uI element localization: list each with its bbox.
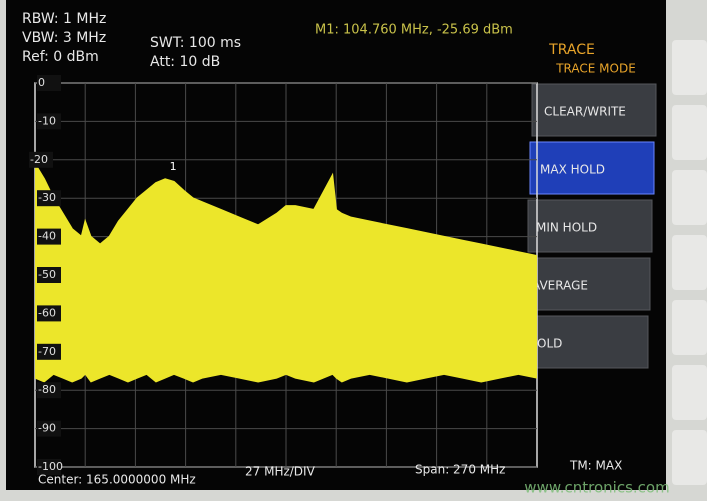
y-tick-label: -30 bbox=[38, 191, 56, 204]
y-tick-bg bbox=[37, 228, 61, 245]
menu-title: TRACE bbox=[548, 42, 595, 58]
menu-button[interactable] bbox=[525, 257, 651, 311]
vbw: VBW: 3 MHz bbox=[22, 30, 106, 46]
y-tick-bg bbox=[37, 420, 61, 437]
trace-mode: TM: MAX bbox=[569, 459, 622, 473]
side-buttons bbox=[672, 40, 707, 485]
ref: Ref: 0 dBm bbox=[22, 49, 99, 65]
y-tick-label: -50 bbox=[38, 268, 56, 281]
menu-label: MIN HOLD bbox=[536, 221, 597, 235]
menu-label: AVERAGE bbox=[532, 279, 588, 293]
rbw: RBW: 1 MHz bbox=[22, 11, 106, 27]
menu-button[interactable] bbox=[527, 199, 653, 253]
y-tick-label: -40 bbox=[38, 230, 56, 243]
y-tick-bg bbox=[37, 75, 61, 91]
marker-readout: M1: 104.760 MHz, -25.69 dBm bbox=[315, 23, 513, 38]
att: Att: 10 dB bbox=[150, 54, 220, 70]
menu-button[interactable] bbox=[531, 83, 657, 137]
span: Span: 270 MHz bbox=[415, 463, 505, 477]
center-freq: Center: 165.0000000 MHz bbox=[38, 473, 196, 487]
marker-label: 1 bbox=[170, 160, 177, 173]
y-tick-label: -80 bbox=[38, 383, 56, 396]
div: 27 MHz/DIV bbox=[245, 465, 316, 479]
y-tick-bg bbox=[37, 113, 61, 130]
swt: SWT: 100 ms bbox=[150, 35, 241, 51]
menu-button[interactable] bbox=[523, 315, 649, 369]
y-tick-bg bbox=[37, 267, 61, 283]
y-tick-label: 0 bbox=[38, 76, 45, 89]
y-tick-bg bbox=[37, 305, 61, 322]
y-tick-label: -60 bbox=[38, 306, 56, 319]
y-tick-label: -100 bbox=[38, 460, 63, 473]
y-tick-bg bbox=[29, 151, 53, 168]
y-tick-bg bbox=[37, 382, 61, 399]
y-tick-bg bbox=[37, 459, 61, 475]
y-tick-bg bbox=[37, 190, 61, 207]
menu-button[interactable] bbox=[529, 141, 655, 195]
y-tick-label: -70 bbox=[38, 345, 56, 358]
spectrum-trace bbox=[34, 163, 538, 257]
watermark: www.cntronics.com bbox=[524, 479, 669, 497]
y-tick-bg bbox=[37, 343, 61, 360]
spectrum-fill bbox=[35, 163, 537, 383]
menu-label: CLEAR/WRITE bbox=[544, 105, 626, 119]
menu-subtitle: TRACE MODE bbox=[555, 62, 636, 76]
y-tick-label: -10 bbox=[38, 114, 56, 127]
y-tick-label: -20 bbox=[30, 153, 48, 166]
menu-label: MAX HOLD bbox=[540, 163, 605, 177]
y-tick-label: -90 bbox=[38, 422, 56, 435]
